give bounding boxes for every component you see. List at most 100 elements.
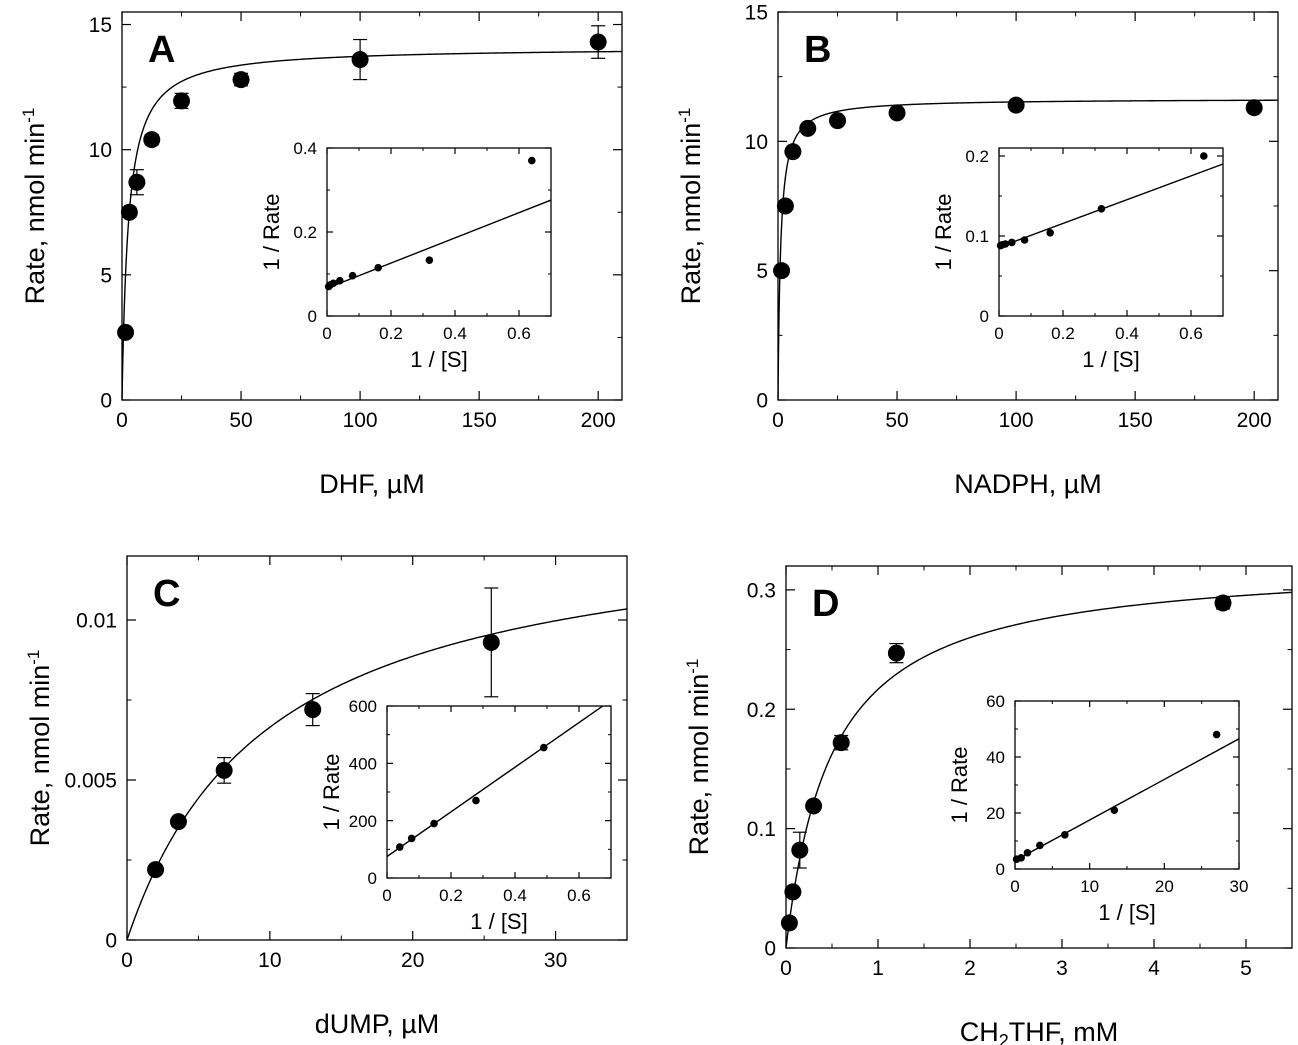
data-point bbox=[1245, 99, 1263, 117]
data-point bbox=[888, 104, 906, 122]
data-point bbox=[128, 173, 146, 191]
data-point bbox=[1214, 594, 1232, 612]
x-tick-label: 100 bbox=[999, 409, 1034, 432]
data-point bbox=[1036, 841, 1044, 850]
x-tick-label: 50 bbox=[885, 409, 908, 432]
data-point bbox=[407, 834, 416, 843]
data-point bbox=[425, 256, 434, 264]
y-tick-label: 10 bbox=[89, 139, 112, 162]
data-point bbox=[1020, 236, 1029, 244]
x-tick-label: 10 bbox=[1080, 877, 1099, 896]
y-tick-label: 5 bbox=[100, 264, 112, 287]
y-tick-label: 0 bbox=[308, 307, 317, 326]
data-point bbox=[430, 819, 438, 828]
panel-C: 0 10 20 30 0 0.005 0.01 dUMP, µM Rate, nmol min-… bbox=[24, 555, 628, 1039]
plot-frame bbox=[126, 555, 628, 941]
data-point bbox=[540, 743, 548, 752]
x-tick-label: 100 bbox=[343, 409, 378, 432]
y-axis-label: Rate, nmol min-1 bbox=[19, 108, 50, 305]
x-tick-label: 3 bbox=[1056, 957, 1068, 980]
x-tick-label: 4 bbox=[1148, 957, 1160, 980]
x-tick-label: 0.6 bbox=[567, 886, 591, 905]
panel-B: 0 50 100 150 200 0 5 10 15 NADPH, µM Rate, nmol mi… bbox=[675, 2, 1279, 499]
plot-frame bbox=[777, 11, 1279, 401]
y-tick-label: 40 bbox=[986, 748, 1005, 767]
y-axis-label: 1 / Rate bbox=[259, 193, 284, 270]
x-tick-label: 0 bbox=[382, 886, 391, 905]
data-point bbox=[215, 761, 233, 779]
data-point bbox=[589, 33, 607, 51]
x-tick-label: 0.6 bbox=[507, 324, 531, 343]
y-tick-label: 10 bbox=[745, 131, 768, 154]
fit-curve bbox=[127, 608, 627, 940]
y-axis-label: Rate, nmol min-1 bbox=[24, 650, 55, 847]
plot-frame bbox=[121, 11, 623, 401]
x-tick-label: 1 bbox=[872, 957, 884, 980]
plot-frame bbox=[326, 147, 552, 317]
y-tick-label: 0 bbox=[980, 307, 989, 326]
data-point bbox=[348, 271, 357, 280]
y-tick-label: 0.3 bbox=[747, 579, 776, 602]
x-tick-label: 10 bbox=[258, 949, 281, 972]
data-point bbox=[143, 131, 161, 149]
panel-label: A bbox=[148, 29, 175, 71]
x-tick-label: 0.4 bbox=[1115, 324, 1139, 343]
plot-frame bbox=[386, 705, 612, 879]
data-point bbox=[829, 112, 847, 130]
x-axis-label: 1 / [S] bbox=[470, 909, 527, 934]
data-point bbox=[1097, 205, 1106, 213]
x-tick-label: 0.2 bbox=[379, 324, 403, 343]
data-point bbox=[329, 279, 338, 288]
x-tick-label: 30 bbox=[1230, 877, 1249, 896]
x-tick-label: 0.4 bbox=[443, 324, 467, 343]
panel-A: 0 50 100 150 200 0 5 10 15 DHF, µM Rate, nmol min-… bbox=[19, 11, 623, 499]
data-point bbox=[1007, 96, 1025, 114]
y-tick-label: 20 bbox=[986, 804, 1005, 823]
data-point bbox=[120, 203, 138, 221]
inset-A: 0 0.2 0.4 0.6 0 0.2 0.4 1 / [S] 1 / Rate bbox=[259, 139, 552, 372]
fit-curve bbox=[122, 50, 622, 400]
inset-B: 0 0.2 0.4 0.6 0 0.1 0.2 1 / [S] 1 / Rate bbox=[931, 147, 1224, 372]
x-tick-label: 0 bbox=[1010, 877, 1019, 896]
data-point bbox=[472, 796, 480, 805]
fit-curve bbox=[786, 591, 1292, 948]
y-tick-label: 600 bbox=[349, 697, 377, 716]
fit-line bbox=[387, 706, 605, 858]
plot-frame bbox=[785, 565, 1293, 949]
panel-label: C bbox=[153, 573, 180, 615]
data-point bbox=[805, 797, 823, 815]
x-tick-label: 200 bbox=[581, 409, 616, 432]
y-axis-label: 1 / Rate bbox=[319, 753, 344, 830]
data-point bbox=[1061, 831, 1069, 839]
x-tick-label: 0 bbox=[994, 324, 1003, 343]
x-tick-label: 0 bbox=[116, 409, 128, 432]
data-point bbox=[887, 644, 905, 662]
panel-label: B bbox=[804, 29, 831, 71]
y-tick-label: 0.2 bbox=[293, 223, 317, 242]
y-tick-label: 0.1 bbox=[965, 227, 989, 246]
y-tick-label: 60 bbox=[986, 692, 1005, 711]
y-tick-label: 0 bbox=[764, 938, 776, 961]
x-tick-label: 150 bbox=[1118, 409, 1153, 432]
x-tick-label: 0 bbox=[780, 957, 792, 980]
x-tick-label: 150 bbox=[462, 409, 497, 432]
y-axis-label: 1 / Rate bbox=[931, 193, 956, 270]
data-point bbox=[173, 92, 191, 110]
x-tick-label: 50 bbox=[229, 409, 252, 432]
data-point bbox=[1046, 229, 1054, 237]
y-tick-label: 0.005 bbox=[64, 770, 117, 793]
data-point bbox=[784, 143, 802, 161]
y-tick-label: 0 bbox=[368, 869, 377, 888]
y-tick-label: 0.2 bbox=[747, 699, 776, 722]
y-tick-label: 0.4 bbox=[293, 139, 317, 158]
plot-frame bbox=[998, 147, 1224, 317]
data-point bbox=[1110, 806, 1119, 814]
x-tick-label: 0 bbox=[121, 949, 133, 972]
data-point bbox=[784, 883, 802, 901]
data-point bbox=[1023, 848, 1032, 857]
inset-C: 0 0.2 0.4 0.6 0 200 400 600 1 / [S] 1 / Rate bbox=[319, 697, 612, 934]
data-point bbox=[351, 51, 369, 69]
data-point bbox=[1017, 854, 1025, 862]
y-tick-label: 15 bbox=[89, 14, 112, 37]
